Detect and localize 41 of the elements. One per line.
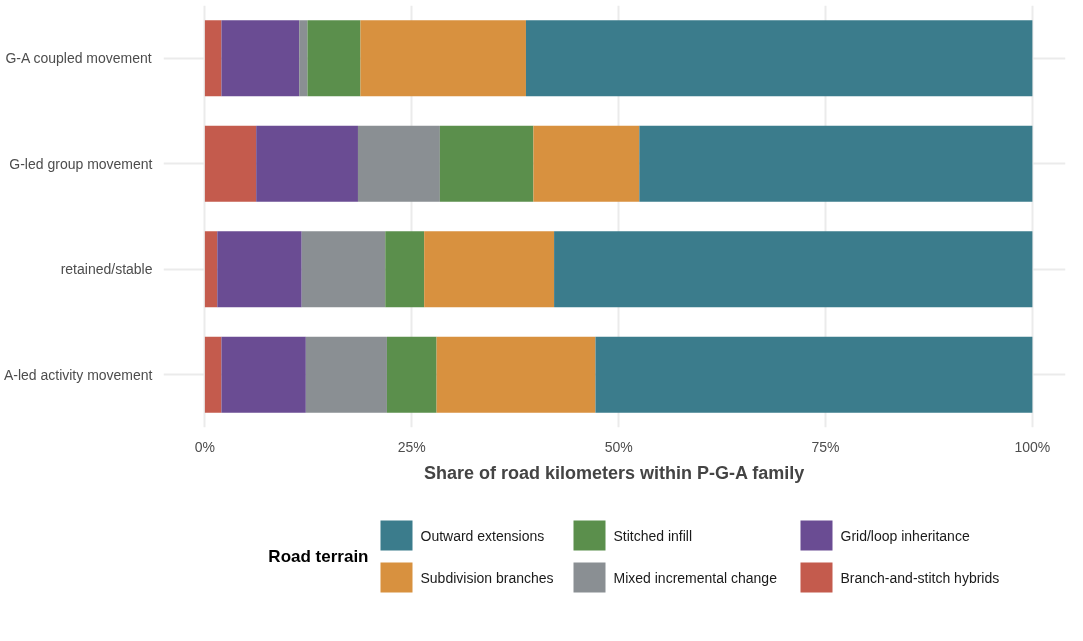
bar bbox=[639, 125, 1033, 202]
legend-title: Road terrain bbox=[268, 547, 369, 566]
bar bbox=[436, 336, 596, 413]
x-axis-title: Share of road kilometers within P-G-A family bbox=[423, 462, 805, 483]
y-tick-label: G-A coupled movement bbox=[5, 50, 152, 67]
x-tick-label: 0% bbox=[194, 438, 215, 455]
bar bbox=[439, 125, 534, 202]
x-tick-label: 75% bbox=[811, 438, 840, 455]
bar bbox=[204, 336, 222, 413]
x-tick-label: 25% bbox=[397, 438, 426, 455]
legend-label: Outward extensions bbox=[420, 527, 545, 544]
legend-label: Mixed incremental change bbox=[613, 569, 778, 586]
bar bbox=[221, 336, 306, 413]
bar bbox=[554, 231, 1033, 308]
bar bbox=[299, 20, 308, 97]
bar bbox=[424, 231, 555, 308]
legend-label: Subdivision branches bbox=[420, 569, 554, 586]
x-tick-label: 50% bbox=[604, 438, 633, 455]
bar bbox=[204, 231, 218, 308]
bar bbox=[357, 125, 440, 202]
bar bbox=[221, 20, 300, 97]
bar bbox=[305, 336, 387, 413]
bar bbox=[595, 336, 1033, 413]
bar bbox=[204, 125, 257, 202]
bar bbox=[217, 231, 302, 308]
legend-label: Stitched infill bbox=[613, 527, 693, 544]
legend-label: Grid/loop inheritance bbox=[840, 527, 970, 544]
bar bbox=[385, 231, 425, 308]
y-tick-label: retained/stable bbox=[60, 261, 153, 278]
y-tick-label: A-led activity movement bbox=[3, 366, 153, 383]
bar bbox=[525, 20, 1033, 97]
bar bbox=[256, 125, 358, 202]
bar bbox=[301, 231, 386, 308]
x-tick-label: 100% bbox=[1014, 438, 1051, 455]
y-tick-label: G-led group movement bbox=[9, 155, 153, 172]
bar bbox=[386, 336, 437, 413]
bar bbox=[533, 125, 640, 202]
bar bbox=[204, 20, 222, 97]
bar bbox=[307, 20, 361, 97]
bar bbox=[360, 20, 526, 97]
legend-label: Branch-and-stitch hybrids bbox=[840, 569, 1000, 586]
